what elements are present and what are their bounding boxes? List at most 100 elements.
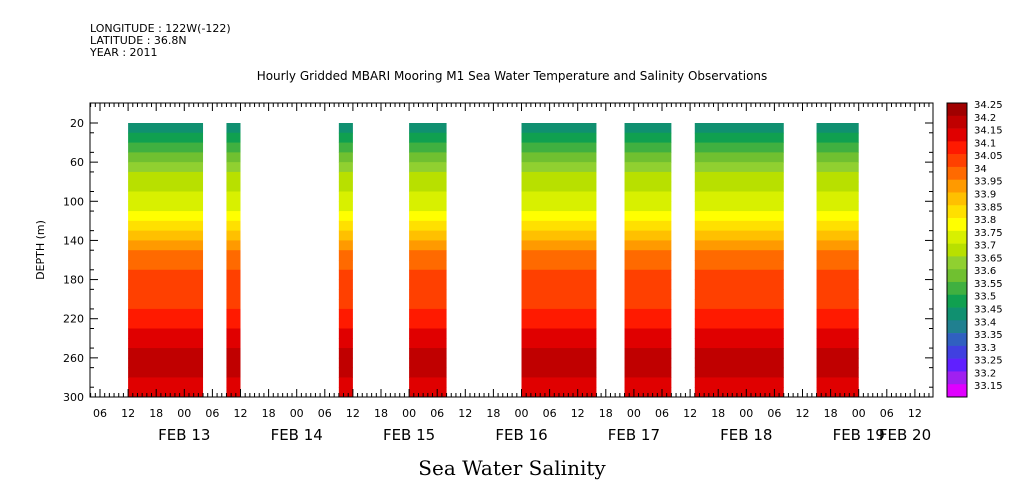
salinity-cell: [521, 191, 597, 202]
legend-swatch: [947, 333, 967, 347]
salinity-cell: [694, 328, 784, 339]
salinity-cell: [521, 152, 597, 163]
salinity-cell: [409, 250, 447, 261]
salinity-cell: [338, 142, 353, 153]
salinity-cell: [816, 191, 859, 202]
salinity-cell: [624, 260, 672, 271]
salinity-cell: [694, 152, 784, 163]
salinity-cell: [624, 201, 672, 212]
salinity-cell: [128, 387, 204, 398]
salinity-cell: [624, 377, 672, 388]
x-day-label: FEB 13: [158, 426, 210, 444]
data-segment-2: [338, 123, 353, 398]
salinity-cell: [816, 250, 859, 261]
salinity-cell: [338, 260, 353, 271]
salinity-cell: [128, 220, 204, 232]
legend-label: 34.1: [974, 138, 996, 149]
salinity-cell: [624, 142, 672, 153]
salinity-cell: [694, 240, 784, 251]
salinity-cell: [624, 181, 672, 192]
salinity-cell: [226, 338, 241, 349]
salinity-cell: [624, 132, 672, 144]
salinity-cell: [128, 308, 204, 320]
salinity-cell: [521, 142, 597, 153]
x-axis-label: Sea Water Salinity: [418, 456, 606, 480]
x-day-label: FEB 20: [879, 426, 931, 444]
salinity-cell: [338, 171, 353, 183]
salinity-cell: [409, 387, 447, 398]
legend-swatch: [947, 154, 967, 168]
salinity-cell: [128, 328, 204, 339]
salinity-cell: [816, 230, 859, 241]
salinity-cell: [694, 269, 784, 281]
legend-label: 34.15: [974, 126, 1003, 137]
x-hour-label: 12: [908, 407, 922, 420]
salinity-cell: [521, 387, 597, 398]
salinity-cell: [226, 142, 241, 153]
salinity-cell: [226, 269, 241, 281]
salinity-cell: [128, 338, 204, 349]
salinity-cell: [521, 211, 597, 222]
y-tick-label: 100: [63, 195, 84, 208]
salinity-cell: [521, 123, 597, 134]
salinity-cell: [624, 299, 672, 310]
salinity-cell: [409, 230, 447, 241]
x-hour-label: 00: [515, 407, 529, 420]
salinity-cell: [624, 357, 672, 369]
salinity-cell: [409, 348, 447, 359]
y-tick-label: 60: [70, 156, 84, 169]
data-segment-1: [226, 123, 241, 398]
legend-swatch: [947, 115, 967, 129]
salinity-cell: [226, 367, 241, 378]
x-hour-label: 18: [486, 407, 500, 420]
salinity-cell: [816, 367, 859, 378]
legend-label: 33.95: [974, 177, 1003, 188]
salinity-cell: [409, 181, 447, 192]
salinity-cell: [338, 338, 353, 349]
longitude-label: LONGITUDE : 122W(-122): [90, 22, 231, 35]
salinity-cell: [816, 289, 859, 300]
salinity-cell: [816, 357, 859, 369]
salinity-cell: [338, 240, 353, 251]
legend-label: 33.25: [974, 356, 1003, 367]
salinity-cell: [226, 240, 241, 251]
data-segment-0: [128, 123, 204, 398]
salinity-cell: [338, 299, 353, 310]
salinity-cell: [226, 279, 241, 290]
salinity-cell: [624, 211, 672, 222]
legend-swatch: [947, 256, 967, 270]
x-hour-label: 00: [739, 407, 753, 420]
salinity-cell: [128, 250, 204, 261]
legend-swatch: [947, 243, 967, 257]
salinity-cell: [816, 328, 859, 339]
salinity-cell: [624, 338, 672, 349]
salinity-cell: [409, 269, 447, 281]
salinity-cell: [521, 357, 597, 369]
legend-label: 33.15: [974, 381, 1003, 392]
salinity-cell: [226, 377, 241, 388]
legend-swatch: [947, 103, 967, 117]
salinity-cell: [521, 181, 597, 192]
x-hour-label: 06: [543, 407, 557, 420]
salinity-cell: [521, 230, 597, 241]
salinity-cell: [521, 162, 597, 173]
salinity-cell: [338, 181, 353, 192]
data-segment-6: [694, 123, 784, 398]
legend-label: 33.65: [974, 253, 1003, 264]
salinity-cell: [521, 308, 597, 320]
salinity-cell: [694, 211, 784, 222]
salinity-cell: [624, 220, 672, 232]
x-hour-label: 18: [374, 407, 388, 420]
x-hour-label: 18: [262, 407, 276, 420]
x-hour-label: 00: [177, 407, 191, 420]
legend-swatch: [947, 294, 967, 308]
legend-swatch: [947, 230, 967, 244]
salinity-cell: [521, 132, 597, 144]
salinity-cell: [816, 142, 859, 153]
salinity-cell: [409, 328, 447, 339]
salinity-cell: [816, 132, 859, 144]
axis-ticks: 20 60 100 140 180 220 260 300 06 12 18 00 06 12 18 00 06…: [63, 103, 933, 444]
salinity-cell: [409, 357, 447, 369]
legend-label: 34.05: [974, 151, 1003, 162]
salinity-cell: [338, 318, 353, 329]
